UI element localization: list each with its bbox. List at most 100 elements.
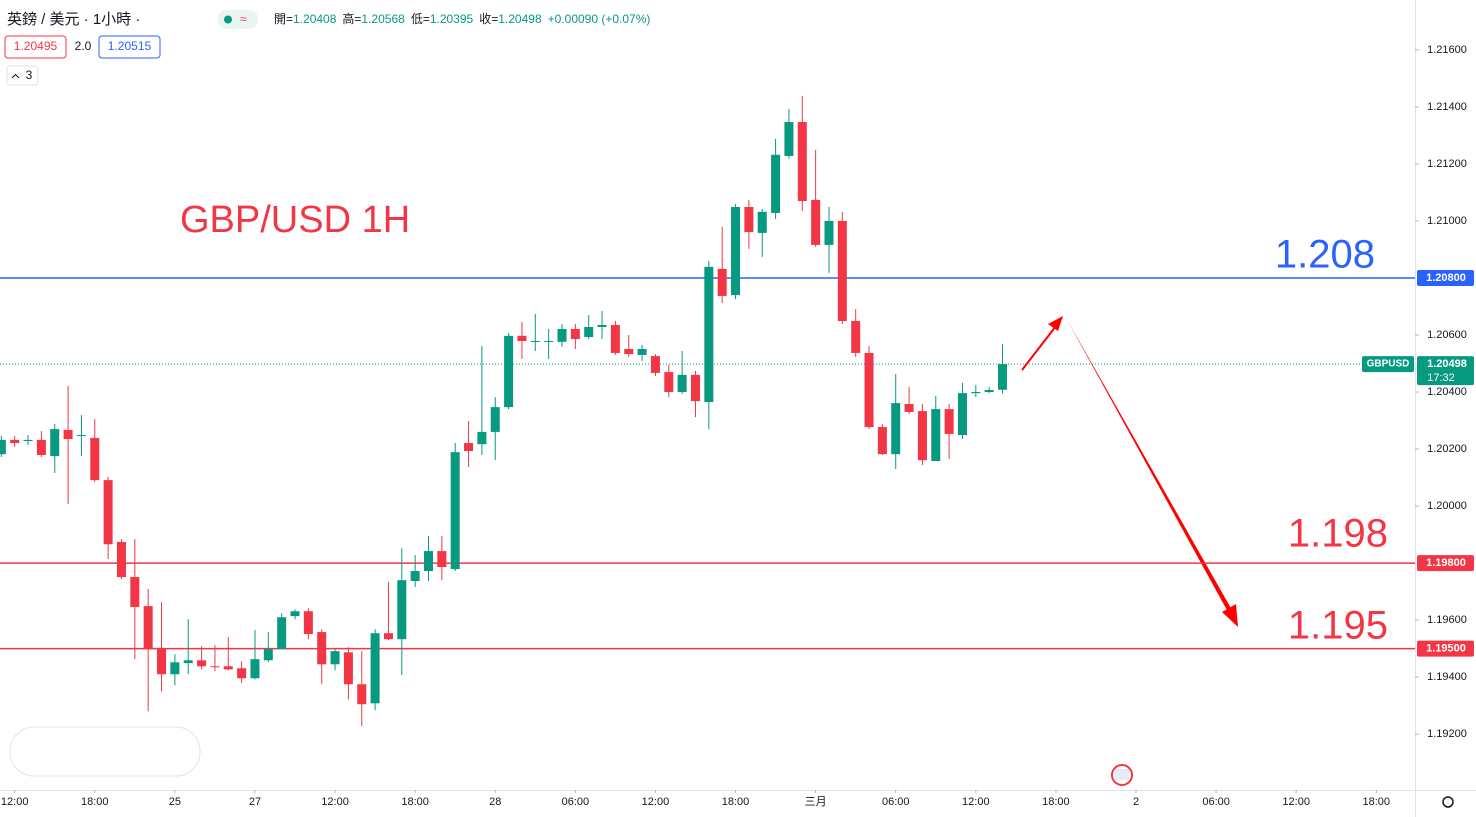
candle-body (971, 392, 981, 394)
indicator-toggle[interactable] (6, 65, 39, 86)
candle-body (103, 480, 113, 545)
delay-icon: ≈ (240, 12, 247, 26)
candle-body (904, 403, 914, 412)
sell-button[interactable] (4, 35, 67, 59)
x-tick-label: 12:00 (1, 796, 29, 808)
quote-value: 1.20498 (498, 12, 542, 26)
candle-body (917, 411, 927, 461)
level-badge (1417, 555, 1474, 572)
candle-body (50, 429, 60, 457)
level-badge-label: 1.20800 (1426, 272, 1466, 284)
candle-body (624, 348, 634, 355)
quote-label: 收= (479, 12, 498, 26)
quote-label: 低= (411, 12, 430, 26)
symbol-badge (1362, 356, 1414, 373)
candle-body (784, 122, 794, 156)
x-tick-label: 12:00 (962, 796, 990, 808)
buy-button[interactable] (98, 35, 161, 59)
candle-body (424, 551, 434, 572)
candle-body (210, 666, 220, 668)
market-open-dot (224, 15, 232, 24)
ohlc-quote: 開=1.20408 高=1.20568 低=1.20395 收=1.20498 +0.0… (274, 11, 650, 26)
candle-body (36, 439, 46, 456)
candle-body (811, 199, 821, 245)
x-tick-label: 18:00 (401, 796, 429, 808)
candle-body (944, 409, 954, 434)
candle-body (10, 439, 20, 444)
x-tick-label: 18:00 (1363, 796, 1391, 808)
arrow-up-head (1048, 316, 1063, 331)
level-badge (1417, 640, 1474, 657)
spread: 2.0 (75, 39, 92, 53)
candle-body (183, 660, 193, 664)
candle-body (290, 611, 300, 617)
candle-body (464, 443, 474, 452)
quote-value: 1.20568 (361, 12, 405, 26)
candle-body (170, 662, 180, 675)
ask-price: 1.20515 (108, 39, 152, 53)
candle-body (891, 403, 901, 455)
candle-body (650, 356, 660, 373)
candle-body (130, 577, 140, 607)
candle-body (250, 659, 260, 679)
x-tick-label: 27 (249, 796, 261, 808)
arrow-down-line (1066, 318, 1232, 612)
candle-body (584, 327, 594, 337)
chevron-icon (11, 73, 20, 79)
y-tick-label: 1.21200 (1427, 158, 1467, 170)
candle-body (530, 340, 540, 342)
candle-body (277, 617, 287, 650)
candle-body (143, 606, 153, 650)
status-pill[interactable] (218, 10, 258, 29)
candle-body (90, 437, 100, 481)
candle-body (263, 649, 273, 661)
bid-price: 1.20495 (14, 39, 58, 53)
x-tick-label: 2 (1133, 796, 1139, 808)
input-bubble[interactable] (9, 726, 201, 777)
x-tick-label: 12:00 (642, 796, 670, 808)
gear (1442, 796, 1454, 808)
x-tick-label: 18:00 (1042, 796, 1070, 808)
candle-body (837, 220, 847, 322)
candle-body (504, 335, 514, 408)
candle-body (757, 211, 767, 233)
annotation: 1.208 (1275, 233, 1375, 277)
price-badge-value: 1.20498 (1427, 358, 1467, 370)
candle-body (357, 684, 367, 705)
x-tick-label: 28 (489, 796, 501, 808)
candle-body (23, 439, 33, 442)
x-tick-label: 三月 (805, 796, 827, 808)
x-tick-label: 25 (169, 796, 181, 808)
candle-body (957, 393, 967, 436)
flag-icon[interactable] (1111, 764, 1133, 786)
arrow-up-line (1021, 325, 1057, 371)
candle-body (704, 266, 714, 402)
candle-body (157, 649, 167, 675)
y-tick-label: 1.19400 (1427, 671, 1467, 683)
candle-body (998, 364, 1008, 390)
price-badge (1417, 356, 1474, 386)
candle-body (330, 651, 340, 665)
y-tick-label: 1.21600 (1427, 44, 1467, 56)
level-badge (1417, 269, 1474, 286)
candle-body (731, 206, 741, 296)
annotation: 1.198 (1288, 512, 1388, 556)
candle-body (544, 340, 554, 342)
candle-body (717, 268, 727, 296)
candle-body (397, 580, 407, 640)
candle-body (610, 325, 620, 353)
symbol-badge-label: GBPUSD (1367, 359, 1410, 370)
candle-body (677, 374, 687, 393)
y-tick-label: 1.19200 (1427, 728, 1467, 740)
candle-body (597, 325, 607, 328)
candle-body (303, 611, 313, 635)
settings-icon[interactable] (1442, 796, 1454, 808)
level-badge-label: 1.19800 (1426, 557, 1466, 569)
quote-label: 高= (342, 11, 361, 26)
candle-body (237, 668, 247, 679)
candle-body (450, 452, 460, 570)
candle-body (0, 439, 6, 455)
price-badge-countdown: 17:32 (1427, 372, 1455, 384)
